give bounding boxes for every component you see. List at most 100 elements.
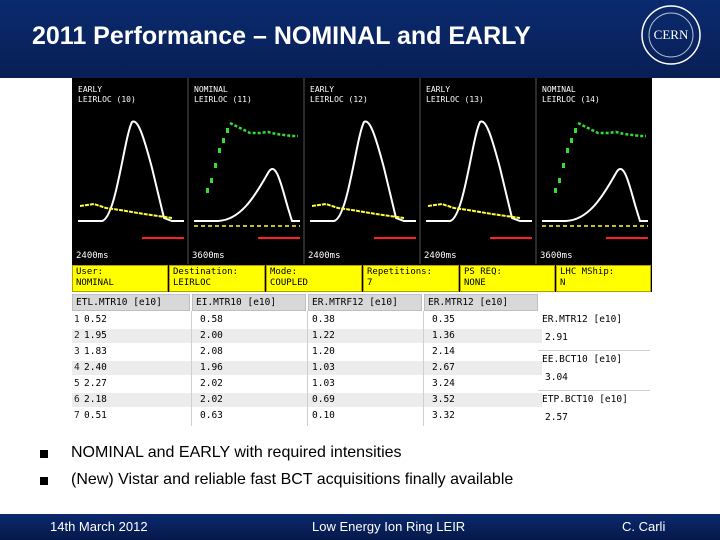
- footer-bar: 14th March 2012 Low Energy Ion Ring LEIR…: [0, 514, 720, 540]
- intensity-trace: [427, 202, 521, 219]
- panel-user-label: EARLY: [310, 85, 334, 94]
- magnetic-cycle-trace: [542, 168, 648, 222]
- panel-dest-label: LEIRLOC (14): [542, 95, 600, 104]
- intensity-point: [214, 163, 217, 168]
- intensity-point: [226, 128, 229, 133]
- table-cell: 1.03: [312, 378, 335, 389]
- intensity-point: [554, 188, 557, 193]
- bullet-square-icon: [40, 477, 48, 485]
- cern-logo: CERN: [641, 5, 701, 65]
- table-cell: 2.27: [84, 378, 107, 389]
- table-row: 5 2.27 2.02 1.03 3.24: [72, 377, 542, 391]
- footer-center: Low Energy Ion Ring LEIR: [312, 519, 466, 534]
- info-value: NONE: [464, 278, 486, 288]
- panel-user-label: NOMINAL: [194, 85, 228, 94]
- panel-user-label: EARLY: [426, 85, 450, 94]
- panel-time-label: 2400ms: [424, 251, 457, 261]
- info-user: User: NOMINAL: [72, 265, 168, 292]
- info-label: PS REQ:: [464, 267, 502, 277]
- header-bar: 2011 Performance – NOMINAL and EARLY CER…: [0, 0, 720, 78]
- bullet-text: (New) Vistar and reliable fast BCT acqui…: [71, 471, 514, 488]
- intensity-point: [222, 138, 225, 143]
- side-value: 2.91: [545, 332, 568, 343]
- table-header: ETL.MTR10 [e10]: [72, 294, 190, 311]
- table-cell: 1.22: [312, 330, 335, 341]
- slide-title: 2011 Performance – NOMINAL and EARLY: [32, 22, 531, 50]
- row-index: 3: [74, 346, 80, 357]
- info-value: COUPLED: [270, 278, 308, 288]
- table-cell: 2.67: [432, 362, 455, 373]
- table-cell: 1.03: [312, 362, 335, 373]
- panel-dest-label: LEIRLOC (11): [194, 95, 252, 104]
- intensity-point: [218, 148, 221, 153]
- row-index: 7: [74, 410, 80, 421]
- info-value: N: [560, 278, 566, 288]
- panel-time-label: 3600ms: [540, 251, 573, 261]
- panel-dest-label: LEIRLOC (12): [310, 95, 368, 104]
- panel-time-label: 2400ms: [76, 251, 109, 261]
- table-header: ER.MTR12 [e10]: [424, 294, 538, 311]
- panel-time-label: 2400ms: [308, 251, 341, 261]
- row-index: 4: [74, 362, 80, 373]
- info-label: Destination:: [173, 267, 239, 277]
- table-row: 7 0.51 0.63 0.10 3.32: [72, 409, 542, 423]
- info-destination: Destination: LEIRLOC: [169, 265, 265, 292]
- table-cell: 2.00: [200, 330, 223, 341]
- info-label: LHC MShip:: [560, 267, 615, 277]
- row-index: 5: [74, 378, 80, 389]
- table-cell: 3.32: [432, 410, 455, 421]
- table-cell: 0.63: [200, 410, 223, 421]
- cern-logo-text: CERN: [654, 27, 689, 42]
- side-divider: [538, 350, 650, 351]
- table-cell: 2.18: [84, 394, 107, 405]
- footer-date: 14th March 2012: [50, 519, 148, 534]
- table-cell: 3.52: [432, 394, 455, 405]
- side-value: 3.04: [545, 372, 568, 383]
- side-value: 2.57: [545, 412, 568, 423]
- table-cell: 0.10: [312, 410, 335, 421]
- intensity-point: [574, 128, 577, 133]
- table-cell: 1.83: [84, 346, 107, 357]
- panel-user-label: EARLY: [78, 85, 102, 94]
- magnetic-cycle-trace: [310, 120, 416, 222]
- intensity-point: [566, 148, 569, 153]
- table-cell: 2.02: [200, 378, 223, 389]
- panel-user-label: NOMINAL: [542, 85, 576, 94]
- table-row: 1 0.52 0.58 0.38 0.35: [72, 313, 542, 327]
- intensity-point: [558, 178, 561, 183]
- table-cell: 1.20: [312, 346, 335, 357]
- intensity-trace: [79, 202, 173, 219]
- intensity-trace: [577, 121, 646, 138]
- intensity-point: [206, 188, 209, 193]
- cycle-info-bar: User: NOMINAL Destination: LEIRLOC Mode: CO…: [72, 264, 652, 292]
- table-cell: 1.36: [432, 330, 455, 341]
- table-cell: 0.51: [84, 410, 107, 421]
- vistar-screenshot: EARLY LEIRLOC (10) 2400ms NOMINAL LEIRLOC (1…: [72, 78, 652, 432]
- table-cell: 3.24: [432, 378, 455, 389]
- table-cell: 0.35: [432, 314, 455, 325]
- info-label: Mode:: [270, 267, 298, 277]
- table-cell: 2.14: [432, 346, 455, 357]
- magnetic-cycle-trace: [426, 120, 532, 222]
- table-cell: 0.38: [312, 314, 335, 325]
- info-ps-req: PS REQ: NONE: [460, 265, 555, 292]
- column-divider: [307, 311, 308, 426]
- side-divider: [538, 390, 650, 391]
- intensity-table: ETL.MTR10 [e10] EI.MTR10 [e10] ER.MTRF12…: [72, 292, 652, 432]
- intensity-trace: [229, 121, 298, 138]
- column-divider: [423, 311, 424, 426]
- magnetic-cycle-trace: [194, 168, 300, 222]
- intensity-point: [562, 163, 565, 168]
- side-label: EE.BCT10 [e10]: [542, 354, 623, 365]
- table-cell: 2.08: [200, 346, 223, 357]
- info-lhc-mship: LHC MShip: N: [556, 265, 651, 292]
- info-value: LEIRLOC: [173, 278, 211, 288]
- column-divider: [191, 311, 192, 426]
- row-index: 2: [74, 330, 80, 341]
- info-repetitions: Repetitions: 7: [363, 265, 459, 292]
- table-cell: 0.58: [200, 314, 223, 325]
- intensity-point: [210, 178, 213, 183]
